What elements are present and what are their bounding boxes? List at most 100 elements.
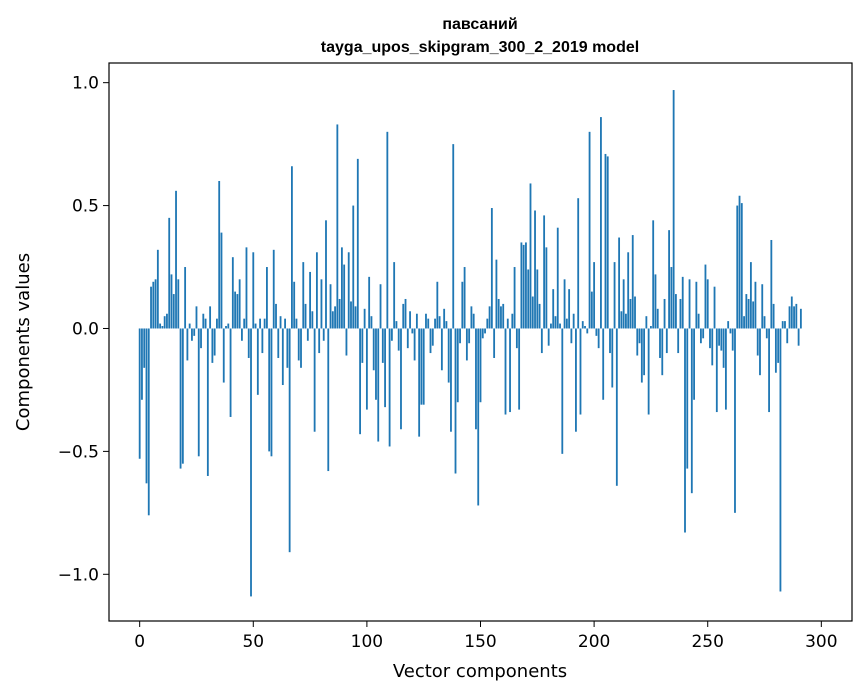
bar [286, 328, 289, 368]
bar [138, 328, 141, 459]
bar [211, 328, 214, 363]
bar [266, 267, 268, 329]
bar [509, 328, 511, 413]
chart-subtitle: tayga_upos_skipgram_300_2_2019 model [321, 39, 639, 56]
bar [145, 328, 148, 484]
bar [418, 328, 421, 437]
bar [540, 328, 543, 354]
bar [179, 328, 182, 469]
bar [347, 252, 350, 329]
bar [595, 328, 598, 336]
bar [520, 242, 523, 329]
bar [354, 306, 357, 329]
bar [643, 328, 646, 376]
bar [336, 124, 339, 329]
bar [722, 328, 725, 368]
bar [661, 328, 664, 376]
bar [429, 328, 432, 354]
bar [575, 328, 577, 432]
bar [479, 328, 482, 403]
bar [306, 328, 309, 341]
bar [527, 269, 530, 329]
x-tick-label: 300 [805, 632, 837, 652]
bar [422, 328, 425, 405]
bar [779, 328, 782, 592]
bar [529, 183, 532, 329]
bar [245, 247, 248, 329]
bar [602, 328, 605, 400]
bar [463, 267, 466, 329]
bar [547, 328, 550, 346]
bar [168, 217, 171, 329]
bar [227, 323, 230, 329]
bar [695, 281, 698, 329]
bar [331, 311, 334, 329]
bar [631, 235, 634, 329]
bar [727, 321, 730, 329]
y-tick-label: 1.0 [72, 74, 99, 94]
bar [143, 328, 146, 368]
bar [220, 232, 223, 329]
bar [272, 249, 275, 329]
bar [197, 328, 200, 457]
bar [372, 328, 375, 371]
bar [350, 301, 352, 329]
x-axis-ticks: 0 50 100 150 200 250 300 [134, 621, 838, 652]
bar [675, 294, 677, 329]
bar [668, 230, 670, 329]
bar [436, 281, 439, 329]
bar [293, 281, 296, 329]
bar [795, 303, 798, 329]
bar [302, 262, 305, 329]
bar [291, 166, 293, 329]
bar [150, 286, 152, 329]
x-tick-label: 0 [134, 632, 145, 652]
bar [156, 249, 159, 329]
bar [184, 267, 187, 329]
bar [261, 328, 264, 354]
bar [565, 318, 568, 329]
bar [368, 276, 371, 329]
y-tick-label: −0.5 [58, 442, 99, 462]
bar [413, 328, 416, 361]
bar [175, 190, 177, 329]
bar [677, 328, 680, 354]
bar [743, 316, 745, 329]
bar [718, 328, 720, 346]
bar [597, 328, 600, 349]
bar [799, 308, 802, 329]
bar [297, 328, 300, 361]
x-tick-label: 150 [464, 632, 496, 652]
bar [381, 328, 384, 363]
bar [502, 303, 505, 329]
bar [263, 318, 266, 329]
bar [390, 328, 393, 341]
bar [275, 303, 277, 329]
bar [284, 318, 286, 329]
bar [152, 281, 155, 329]
bar [706, 279, 709, 329]
bar [561, 328, 564, 454]
bar [531, 296, 534, 329]
bar [166, 313, 168, 329]
bar [486, 318, 489, 329]
bar [627, 252, 630, 329]
bar [411, 328, 414, 334]
chart-title: павсаний [442, 16, 517, 33]
bar [772, 303, 775, 329]
bar [756, 328, 759, 356]
bar [681, 276, 684, 329]
bar [745, 294, 748, 329]
bar [697, 313, 700, 329]
bar [172, 294, 175, 329]
bar [325, 220, 327, 329]
bar [754, 281, 757, 329]
bar [636, 328, 639, 356]
bar [786, 328, 789, 344]
bar [550, 323, 552, 329]
bar [268, 328, 271, 452]
bar [654, 274, 657, 329]
bar [611, 328, 614, 388]
bar [522, 244, 525, 329]
